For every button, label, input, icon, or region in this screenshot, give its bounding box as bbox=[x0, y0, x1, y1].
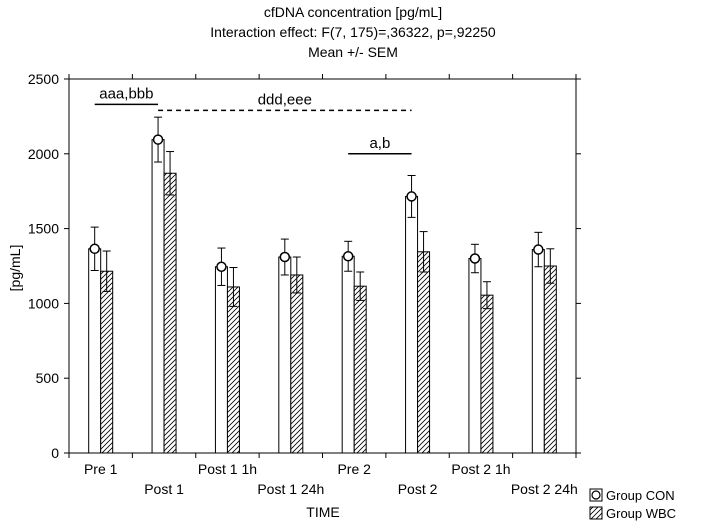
significance-label: aaa,bbb bbox=[99, 85, 153, 102]
y-tick-label: 2500 bbox=[28, 71, 59, 87]
x-axis-label: TIME bbox=[306, 504, 339, 520]
bar-con bbox=[531, 249, 545, 454]
bar-con bbox=[341, 255, 355, 454]
bar-con bbox=[151, 139, 165, 454]
bar-wbc bbox=[480, 294, 494, 454]
mean-marker-circle bbox=[89, 243, 100, 255]
bar-wbc bbox=[543, 265, 557, 454]
chart-title: cfDNA concentration [pg/mL] bbox=[264, 4, 442, 20]
mean-marker-circle bbox=[152, 134, 164, 145]
bar-wbc bbox=[163, 172, 177, 454]
x-tick-label: Post 1 24h bbox=[257, 481, 324, 497]
bar-wbc bbox=[226, 286, 240, 454]
bar-con bbox=[88, 248, 102, 454]
bar-wbc bbox=[417, 251, 431, 454]
mean-marker-circle bbox=[342, 251, 354, 262]
y-tick-label: 2000 bbox=[28, 146, 59, 162]
x-tick-label: Post 1 bbox=[144, 481, 184, 497]
legend: Group CON Group WBC bbox=[589, 488, 676, 521]
bar-wbc bbox=[290, 274, 304, 454]
mean-marker-circle bbox=[469, 253, 481, 264]
x-tick-label: Post 1 1h bbox=[198, 461, 257, 477]
bar-con bbox=[214, 266, 228, 454]
y-axis-label: [pg/mL] bbox=[7, 245, 23, 292]
y-tick-label: 1500 bbox=[28, 221, 59, 237]
bar-wbc bbox=[353, 285, 367, 454]
mean-marker-circle bbox=[406, 191, 417, 202]
bar-wbc bbox=[100, 270, 114, 454]
mean-marker-circle bbox=[216, 261, 227, 272]
x-tick-label: Post 2 1h bbox=[451, 461, 510, 477]
legend-circle-icon bbox=[591, 490, 601, 500]
bar-con bbox=[468, 258, 482, 454]
x-tick-label: Post 2 bbox=[398, 481, 438, 497]
significance-label: ddd,eee bbox=[258, 91, 312, 108]
bar-con bbox=[405, 195, 419, 454]
bar-con bbox=[278, 256, 292, 454]
legend-label-con: Group CON bbox=[606, 488, 675, 503]
y-tick-label: 1000 bbox=[28, 295, 59, 311]
plot-frame bbox=[68, 78, 577, 454]
chart-subtitle-2: Mean +/- SEM bbox=[308, 44, 398, 60]
y-tick-label: 500 bbox=[36, 370, 60, 386]
x-tick-label: Pre 2 bbox=[337, 461, 371, 477]
significance-label: a,b bbox=[369, 135, 390, 152]
y-axis: 0 500 1000 1500 2000 2500 bbox=[28, 71, 581, 461]
legend-label-wbc: Group WBC bbox=[606, 506, 676, 521]
legend-swatch-wbc bbox=[589, 506, 603, 520]
x-tick-label: Pre 1 bbox=[84, 461, 118, 477]
x-tick-label: Post 2 24h bbox=[511, 481, 578, 497]
mean-marker-circle bbox=[533, 244, 544, 255]
significance-annotations: aaa,bbb ddd,eee a,b bbox=[94, 85, 412, 155]
chart-subtitle-1: Interaction effect: F(7, 175)=,36322, p=… bbox=[210, 24, 496, 40]
bars bbox=[88, 116, 557, 454]
y-tick-label: 0 bbox=[51, 445, 59, 461]
mean-marker-circle bbox=[279, 251, 291, 263]
